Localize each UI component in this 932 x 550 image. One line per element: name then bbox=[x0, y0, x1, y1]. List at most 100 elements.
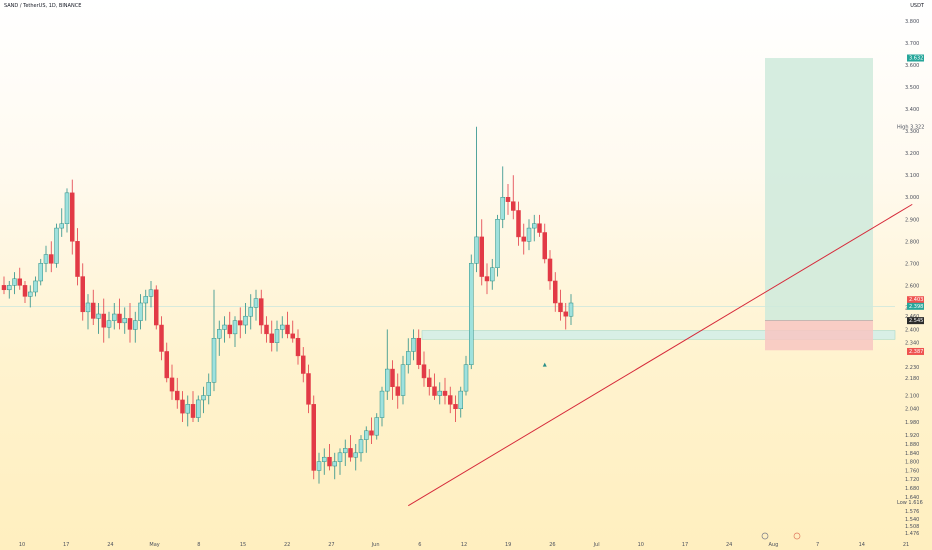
candle bbox=[427, 377, 432, 387]
price-tick: 1.680 bbox=[905, 486, 919, 492]
stop-tag-bg bbox=[907, 347, 924, 355]
candle bbox=[280, 324, 285, 330]
candle bbox=[1, 285, 7, 291]
price-tick: 1.980 bbox=[905, 420, 919, 426]
candle bbox=[7, 285, 12, 291]
candle bbox=[211, 337, 217, 383]
candle bbox=[164, 351, 169, 379]
candle bbox=[169, 377, 175, 392]
candle bbox=[17, 278, 22, 286]
candle bbox=[343, 448, 348, 454]
price-tick: 3.600 bbox=[905, 63, 919, 69]
price-tick: 3.700 bbox=[905, 41, 919, 47]
candle bbox=[374, 417, 379, 436]
candle bbox=[547, 258, 553, 282]
candle bbox=[206, 382, 211, 396]
candle bbox=[484, 276, 490, 282]
candle bbox=[227, 324, 232, 335]
time-label: 6 bbox=[418, 542, 421, 548]
candle bbox=[143, 296, 148, 304]
price-tick: 3.000 bbox=[905, 195, 919, 201]
candle bbox=[563, 311, 568, 317]
price-tick: 2.040 bbox=[905, 407, 919, 413]
price-tick: 2.700 bbox=[905, 261, 919, 267]
bid-tag-bg bbox=[907, 302, 924, 310]
price-tick: 1.576 bbox=[905, 509, 919, 515]
candle bbox=[400, 364, 406, 396]
candle bbox=[348, 448, 353, 458]
time-label: 26 bbox=[549, 542, 555, 548]
candle bbox=[264, 324, 269, 335]
candle bbox=[159, 324, 164, 352]
candle bbox=[122, 318, 127, 324]
candle bbox=[432, 386, 437, 396]
candle bbox=[511, 201, 516, 211]
candle bbox=[490, 267, 495, 282]
candle bbox=[33, 280, 38, 293]
price-tick: 1.640 bbox=[905, 495, 919, 501]
candle bbox=[516, 210, 521, 238]
time-label: 17 bbox=[682, 542, 688, 548]
price-tick: 1.880 bbox=[905, 442, 919, 448]
price-tick: 2.100 bbox=[905, 394, 919, 400]
candle bbox=[133, 320, 138, 330]
time-label: 14 bbox=[859, 542, 865, 548]
candle bbox=[64, 192, 70, 224]
target-tag: 3.632 bbox=[909, 56, 923, 62]
time-label: 21 bbox=[903, 542, 909, 548]
candle bbox=[358, 439, 364, 454]
price-tick: 1.540 bbox=[905, 517, 919, 523]
price-tick: 1.720 bbox=[905, 477, 919, 483]
candle bbox=[112, 313, 117, 321]
ask-tag: 2.403 bbox=[909, 297, 923, 303]
candle bbox=[91, 302, 96, 319]
candle bbox=[80, 276, 85, 313]
candle bbox=[301, 355, 306, 374]
candle bbox=[106, 320, 112, 328]
price-tick: 3.100 bbox=[905, 173, 919, 179]
candle bbox=[316, 461, 322, 471]
symbol-title: SAND / TetherUS, 1D, BINANCE bbox=[4, 3, 82, 9]
price-tick: 3.200 bbox=[905, 151, 919, 157]
candle bbox=[505, 196, 511, 202]
candle bbox=[180, 399, 185, 414]
target-tag-bg bbox=[907, 54, 924, 62]
time-label: 24 bbox=[107, 542, 113, 548]
candle bbox=[28, 291, 33, 297]
candle bbox=[274, 329, 280, 343]
candle bbox=[369, 430, 374, 436]
candle bbox=[479, 236, 484, 277]
target-zone bbox=[765, 58, 873, 321]
time-label: 7 bbox=[816, 542, 819, 548]
price-tick: 3.400 bbox=[905, 107, 919, 113]
price-tick: 2.340 bbox=[905, 341, 919, 347]
candle bbox=[238, 320, 243, 326]
current-tag-bg bbox=[907, 317, 924, 325]
candle bbox=[70, 192, 75, 242]
time-label: 22 bbox=[284, 542, 290, 548]
candle bbox=[138, 302, 143, 321]
time-label: Jul bbox=[593, 542, 600, 548]
candle bbox=[532, 223, 537, 229]
candle bbox=[379, 390, 385, 418]
stop-zone bbox=[765, 320, 873, 351]
time-label: Aug bbox=[769, 542, 779, 548]
trendline bbox=[407, 203, 913, 507]
candle bbox=[285, 324, 290, 335]
candle bbox=[311, 404, 316, 471]
candle bbox=[127, 318, 133, 330]
candle bbox=[85, 302, 91, 313]
candle bbox=[395, 386, 400, 396]
candle bbox=[463, 364, 469, 392]
candle bbox=[269, 333, 274, 343]
candle bbox=[190, 404, 196, 418]
candle bbox=[448, 395, 453, 405]
candle bbox=[406, 351, 411, 365]
high-label: High 3.322 bbox=[897, 124, 924, 130]
stop-tag: 2.387 bbox=[909, 349, 923, 355]
candle bbox=[421, 364, 427, 379]
time-label: 12 bbox=[461, 542, 467, 548]
candle bbox=[59, 223, 64, 229]
